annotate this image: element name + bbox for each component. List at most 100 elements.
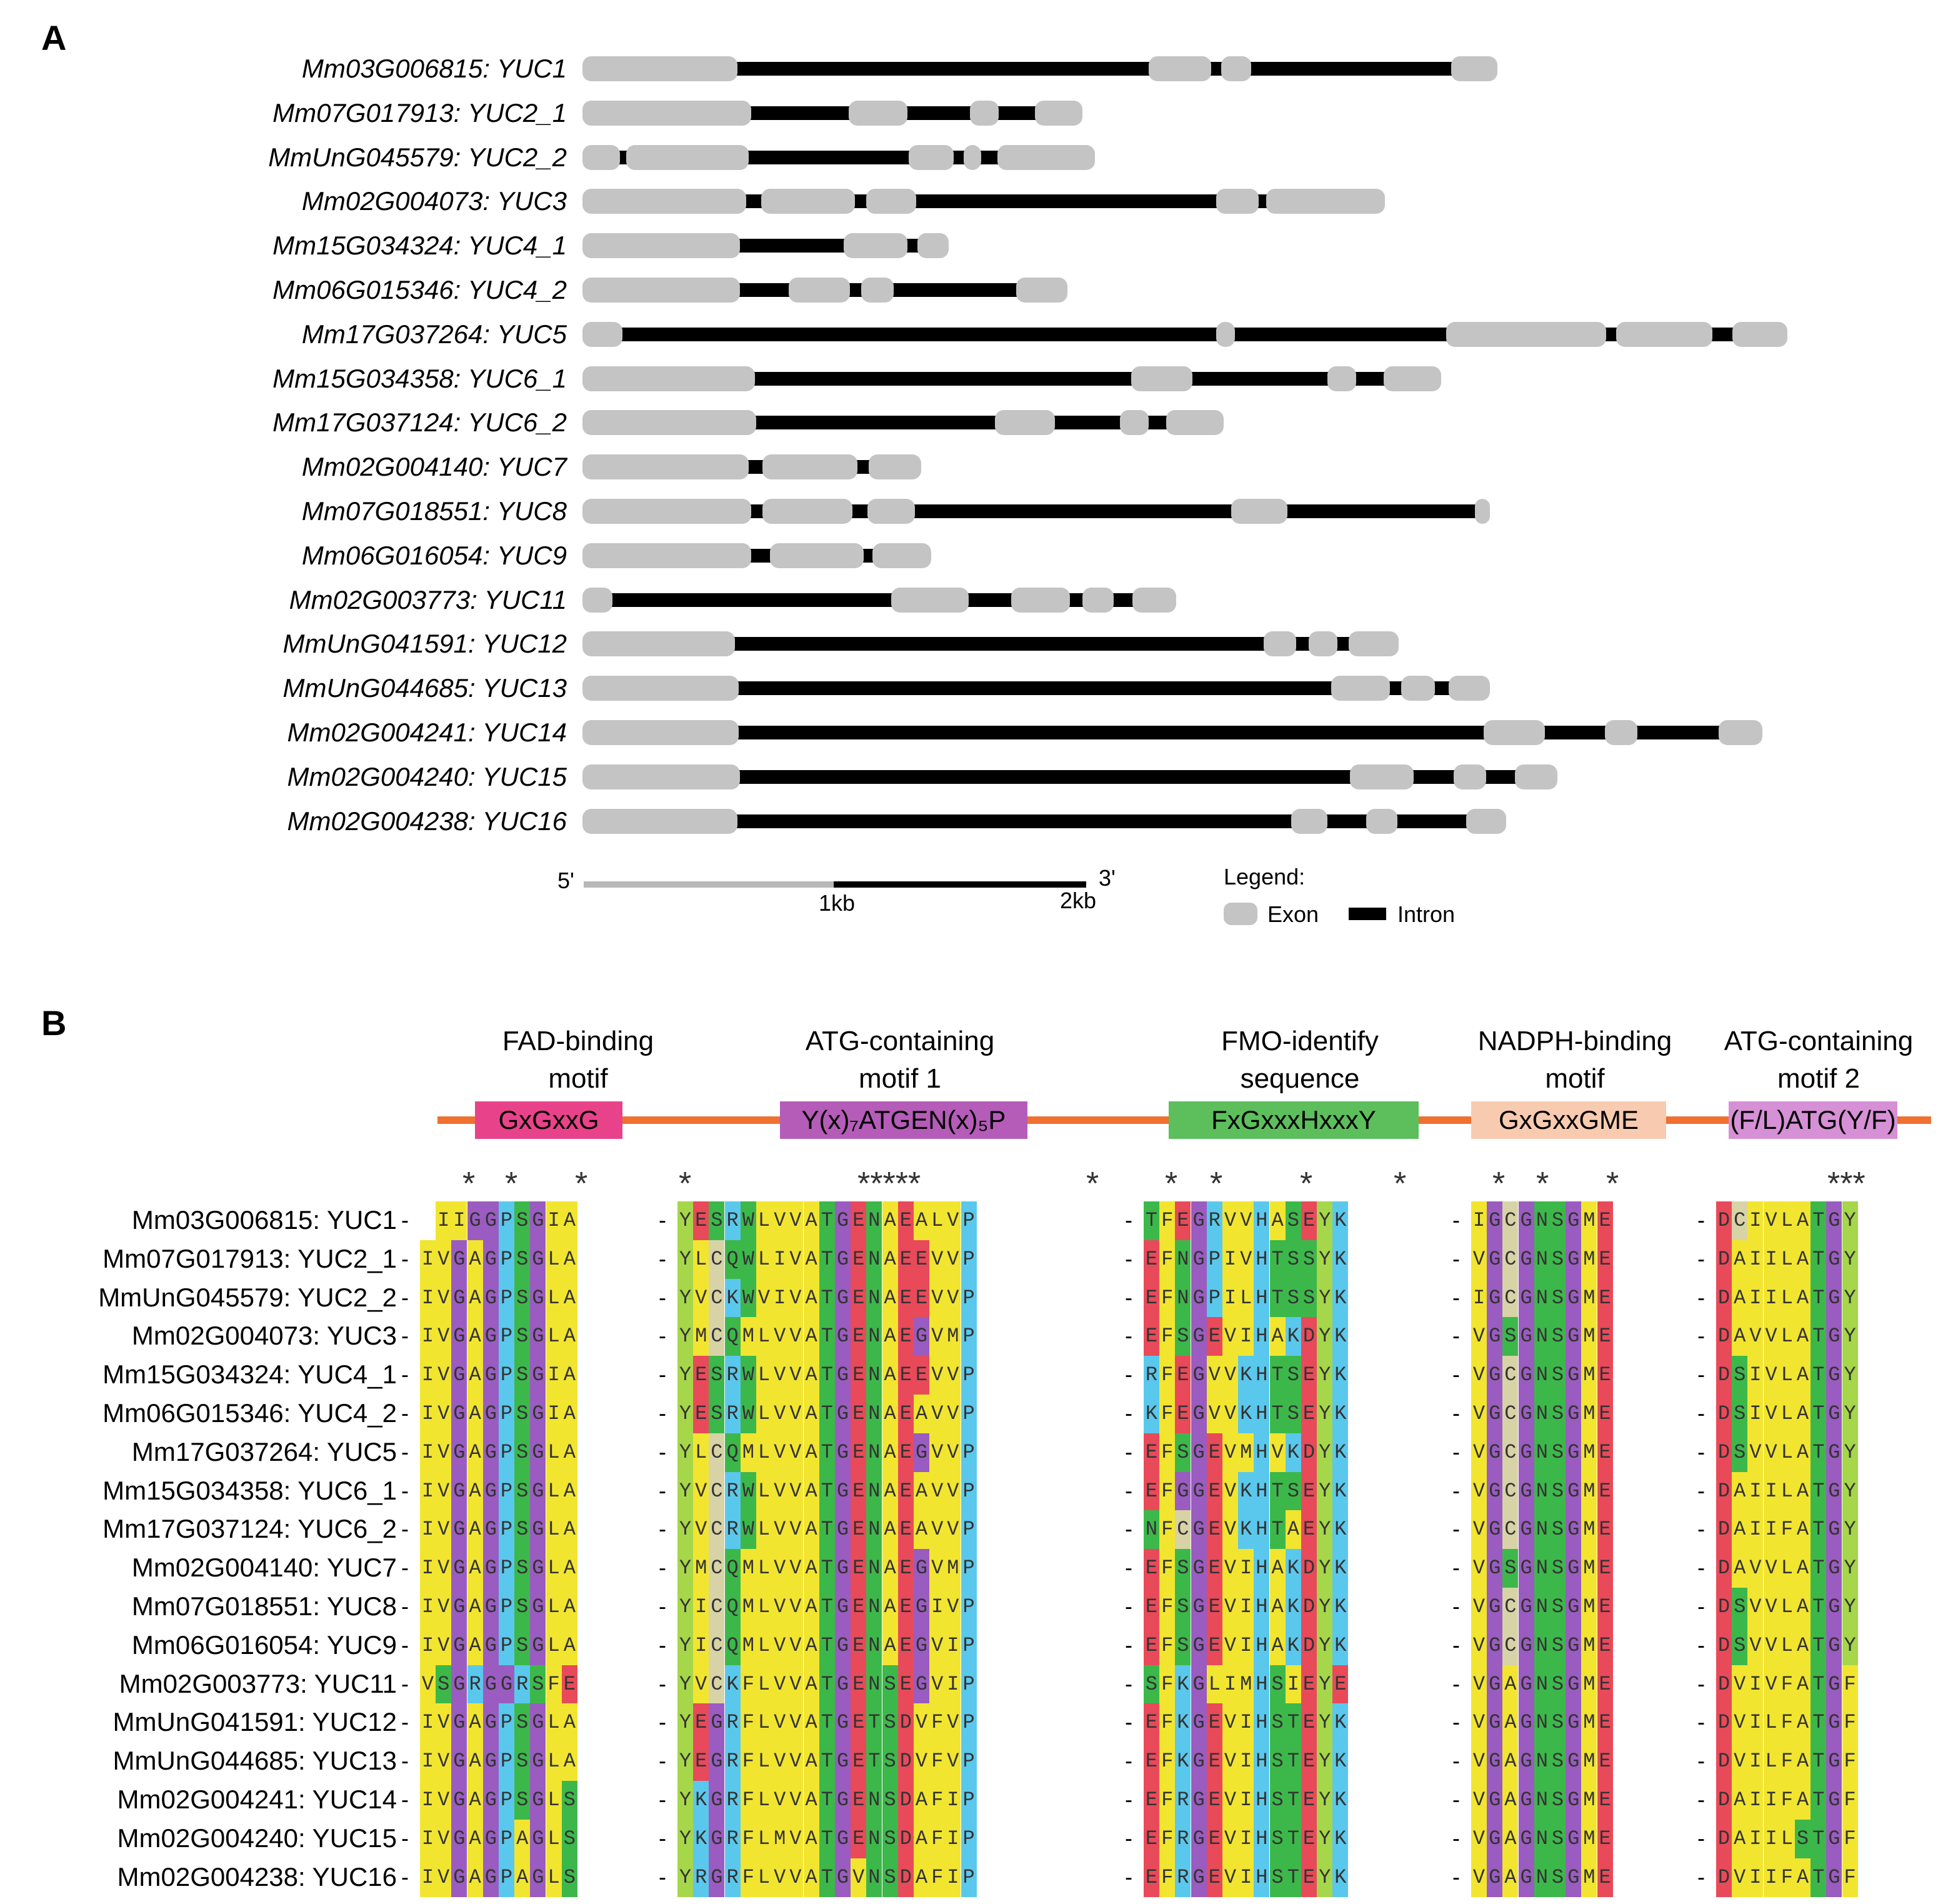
residue-cell: K xyxy=(1332,1356,1349,1395)
gap-dash: - xyxy=(1452,1555,1460,1581)
residue-cell: E xyxy=(1144,1703,1159,1743)
residue-cell: K xyxy=(1285,1317,1301,1356)
exon-block xyxy=(582,808,737,834)
residue-cell: A xyxy=(914,1471,929,1511)
gap-dash: - xyxy=(401,1245,409,1271)
residue-cell: A xyxy=(803,1240,819,1279)
exon-block xyxy=(1035,100,1082,126)
residue-cell: N xyxy=(866,1626,882,1665)
residue-cell: E xyxy=(1332,1665,1349,1704)
intron-block xyxy=(735,62,1151,76)
residue-cell: V xyxy=(436,1549,452,1588)
residue-cell: A xyxy=(882,1433,898,1472)
residue-cell: T xyxy=(1811,1395,1827,1433)
conserved-site-star: * xyxy=(505,1166,518,1202)
residue-cell: D xyxy=(897,1819,914,1858)
residue-cell: E xyxy=(897,1240,914,1279)
residue-cell: E xyxy=(561,1665,577,1704)
residue-cell: V xyxy=(772,1742,788,1781)
residue-cell: G xyxy=(1826,1395,1842,1433)
residue-cell: E xyxy=(1206,1858,1222,1897)
sequence-name: Mm06G016054: YUC9 xyxy=(131,1630,397,1660)
residue-cell: E xyxy=(1206,1626,1222,1665)
exon-block xyxy=(582,631,735,657)
residue-cell: G xyxy=(482,1742,499,1781)
residue-cell: S xyxy=(882,1742,898,1781)
residue-cell: G xyxy=(1566,1356,1582,1395)
residue-cell: A xyxy=(514,1819,531,1858)
residue-cell: G xyxy=(1191,1858,1207,1897)
residue-cell: A xyxy=(803,1549,819,1588)
residue-cell: V xyxy=(1471,1742,1487,1781)
sequence-name: MmUnG044685: YUC13 xyxy=(112,1746,397,1776)
sequence-name: Mm15G034358: YUC6_1 xyxy=(102,1475,397,1505)
exon-block xyxy=(1231,499,1287,524)
residue-cell: V xyxy=(945,1433,961,1472)
residue-cell: M xyxy=(945,1549,961,1588)
gene-structure-track xyxy=(582,761,1857,793)
residue-cell: M xyxy=(1581,1201,1597,1240)
residue-cell: N xyxy=(1534,1433,1550,1472)
panel-b-label: B xyxy=(41,1003,67,1043)
residue-cell: S xyxy=(514,1703,531,1743)
residue-cell: T xyxy=(1811,1278,1827,1318)
residue-cell: G xyxy=(835,1858,851,1897)
exon-block xyxy=(789,278,850,303)
gap-dash: - xyxy=(1452,1477,1460,1503)
residue-cell: G xyxy=(1826,1549,1842,1588)
gap-dash: - xyxy=(1125,1825,1132,1851)
residue-cell: H xyxy=(1254,1858,1270,1897)
residue-cell: G xyxy=(709,1819,725,1858)
residue-cell: S xyxy=(1502,1317,1519,1356)
residue-cell: E xyxy=(1175,1356,1191,1395)
residue-cell: N xyxy=(1534,1278,1550,1318)
residue-cell: A xyxy=(803,1471,819,1511)
residue-cell: G xyxy=(1826,1433,1842,1472)
residue-cell: G xyxy=(482,1781,499,1820)
residue-cell: T xyxy=(1285,1819,1301,1858)
gap-dash: - xyxy=(1452,1400,1460,1426)
residue-cell: G xyxy=(1518,1240,1534,1279)
gene-name: Mm17G037264: YUC5 xyxy=(301,319,567,349)
residue-cell: G xyxy=(1191,1781,1207,1820)
residue-cell: E xyxy=(1144,1278,1159,1318)
residue-cell: L xyxy=(546,1549,562,1588)
residue-cell: A xyxy=(803,1742,819,1781)
residue-cell: G xyxy=(1566,1819,1582,1858)
residue-cell: I xyxy=(420,1240,436,1279)
exon-block xyxy=(1475,499,1490,524)
residue-cell: I xyxy=(436,1201,452,1240)
residue-cell: S xyxy=(1550,1549,1566,1588)
residue-cell: P xyxy=(961,1626,977,1665)
scale-2kb-label: 2kb xyxy=(1060,888,1097,913)
residue-cell: V xyxy=(945,1510,961,1550)
residue-cell: I xyxy=(420,1317,436,1356)
residue-cell: I xyxy=(1222,1240,1238,1279)
residue-cell: F xyxy=(740,1742,756,1781)
residue-cell: V xyxy=(772,1356,788,1395)
residue-cell: T xyxy=(1269,1510,1286,1550)
residue-cell: T xyxy=(819,1433,835,1472)
residue-cell: V xyxy=(787,1510,804,1550)
residue-cell: G xyxy=(835,1703,851,1743)
residue-cell: A xyxy=(1269,1626,1286,1665)
residue-cell: N xyxy=(866,1588,882,1626)
residue-cell: L xyxy=(1779,1588,1795,1626)
gap-dash: - xyxy=(1125,1438,1132,1465)
exon-block xyxy=(1291,808,1327,834)
gap-dash: - xyxy=(1452,1593,1460,1619)
gap-dash: - xyxy=(1452,1709,1460,1735)
residue-cell: A xyxy=(1795,1665,1811,1704)
residue-cell: M xyxy=(693,1317,709,1356)
residue-cell: G xyxy=(451,1510,467,1550)
residue-cell: K xyxy=(1332,1317,1349,1356)
residue-cell: E xyxy=(1301,1703,1317,1743)
residue-cell: I xyxy=(945,1858,961,1897)
conserved-site-star: * xyxy=(462,1166,476,1202)
residue-cell: V xyxy=(772,1395,788,1433)
residue-cell: Y xyxy=(677,1510,693,1550)
residue-cell: E xyxy=(1206,1742,1222,1781)
residue-cell: G xyxy=(835,1665,851,1704)
residue-cell: P xyxy=(961,1858,977,1897)
residue-cell: P xyxy=(499,1395,514,1433)
